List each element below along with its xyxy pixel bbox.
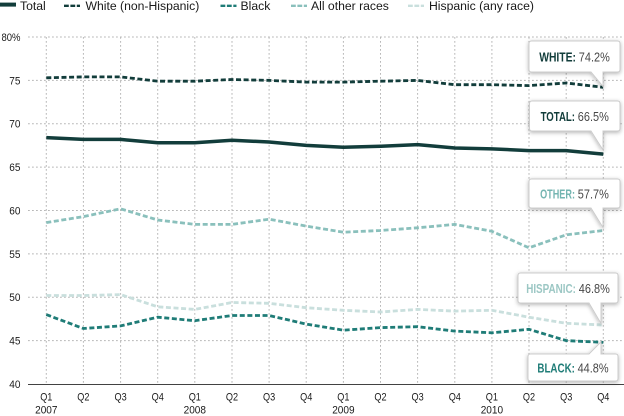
svg-text:57.7%: 57.7% — [578, 186, 609, 201]
svg-text:Total: Total — [20, 0, 46, 13]
svg-text:Q1: Q1 — [486, 392, 498, 404]
svg-text:Q3: Q3 — [560, 392, 572, 404]
svg-text:OTHER:: OTHER: — [540, 186, 575, 201]
svg-text:Q3: Q3 — [412, 392, 424, 404]
svg-text:White (non-Hispanic): White (non-Hispanic) — [86, 0, 200, 13]
svg-text:2010: 2010 — [481, 405, 503, 416]
svg-text:2007: 2007 — [35, 405, 57, 416]
svg-text:75: 75 — [9, 75, 20, 87]
svg-text:Q1: Q1 — [189, 392, 201, 404]
svg-text:40: 40 — [9, 379, 20, 391]
svg-text:Q3: Q3 — [263, 392, 275, 404]
svg-text:65: 65 — [9, 162, 20, 174]
svg-text:Q4: Q4 — [449, 392, 461, 404]
svg-text:Hispanic (any race): Hispanic (any race) — [429, 0, 534, 13]
svg-text:50: 50 — [9, 292, 20, 304]
svg-text:WHITE:: WHITE: — [539, 49, 576, 64]
svg-text:Q2: Q2 — [523, 392, 535, 404]
svg-text:Q4: Q4 — [152, 392, 164, 404]
svg-text:Q1: Q1 — [337, 392, 349, 404]
svg-text:Q2: Q2 — [374, 392, 386, 404]
svg-text:Black: Black — [241, 0, 272, 13]
svg-text:80%: 80% — [2, 32, 21, 44]
svg-text:Q3: Q3 — [115, 392, 127, 404]
svg-text:BLACK:: BLACK: — [537, 360, 575, 375]
svg-text:Q1: Q1 — [40, 392, 52, 404]
svg-text:Q2: Q2 — [226, 392, 238, 404]
svg-text:2008: 2008 — [184, 405, 206, 416]
svg-text:Q2: Q2 — [77, 392, 89, 404]
svg-text:46.8%: 46.8% — [579, 281, 610, 296]
svg-text:Q4: Q4 — [300, 392, 312, 404]
svg-text:70: 70 — [9, 119, 20, 131]
svg-text:All other races: All other races — [311, 0, 389, 13]
svg-text:55: 55 — [9, 249, 20, 261]
svg-text:2009: 2009 — [332, 405, 354, 416]
svg-text:Q4: Q4 — [597, 392, 609, 404]
svg-text:44.8%: 44.8% — [578, 360, 609, 375]
svg-text:45: 45 — [9, 336, 20, 348]
svg-text:66.5%: 66.5% — [578, 109, 609, 124]
svg-text:TOTAL:: TOTAL: — [541, 109, 575, 124]
svg-text:74.2%: 74.2% — [579, 49, 610, 64]
svg-text:60: 60 — [9, 205, 20, 217]
svg-text:HISPANIC:: HISPANIC: — [526, 281, 576, 296]
